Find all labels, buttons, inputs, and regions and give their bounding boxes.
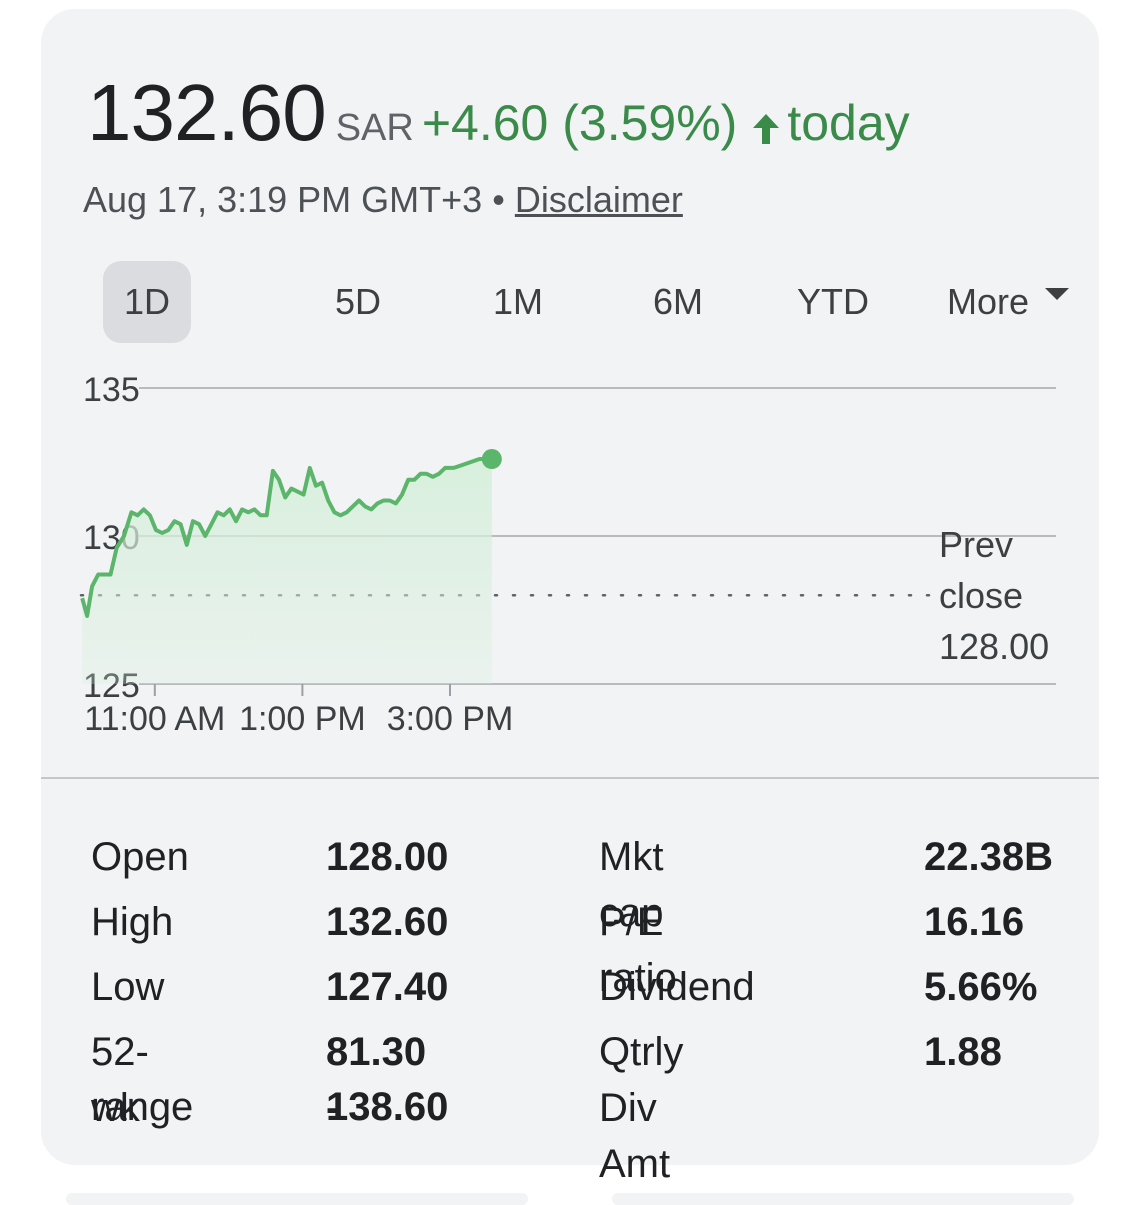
tab-label: YTD bbox=[797, 281, 869, 322]
price-area bbox=[82, 459, 492, 684]
stat-value-low: 127.40 bbox=[326, 965, 449, 1009]
stat-label-dividend: Dividend bbox=[599, 965, 755, 1009]
stat-label-mkt-cap: Mkt cap bbox=[599, 835, 664, 935]
prev-close-label: Prev bbox=[939, 524, 1013, 565]
stat-value-open: 128.00 bbox=[326, 835, 449, 879]
stat-label-52wk-line1: 52-wk bbox=[91, 1030, 149, 1130]
meta-separator: • bbox=[492, 179, 505, 220]
caret-down-icon bbox=[1045, 288, 1070, 301]
stat-value-52wk-line1: 81.30 - bbox=[326, 1030, 427, 1130]
prev-close-label: close bbox=[939, 575, 1023, 616]
price-row: 132.60 SAR +4.60 (3.59%) today bbox=[87, 67, 910, 159]
x-tick-label: 1:00 PM bbox=[239, 700, 366, 738]
stat-value-mkt-cap: 22.38B bbox=[924, 835, 1053, 879]
stat-label-52wk-line2: range bbox=[91, 1085, 194, 1129]
tab-6m[interactable]: 6M bbox=[633, 261, 723, 343]
tab-1m[interactable]: 1M bbox=[473, 261, 563, 343]
stat-value-qtrly-div-amt: 1.88 bbox=[924, 1030, 1002, 1074]
next-card-peek bbox=[612, 1193, 1074, 1205]
prev-close-value: 128.00 bbox=[939, 626, 1049, 667]
last-price-point bbox=[481, 449, 502, 470]
tab-label: 1D bbox=[123, 281, 171, 322]
price-line bbox=[80, 457, 492, 618]
tab-label: More bbox=[946, 281, 1030, 322]
divider bbox=[41, 777, 1099, 779]
tab-label: 5D bbox=[334, 281, 382, 322]
stock-quote-card: 132.60 SAR +4.60 (3.59%) today Aug 17, 3:19… bbox=[41, 9, 1099, 1186]
time-range-tabs: 1D 5D 1M 6M YTD More bbox=[103, 261, 1070, 343]
more-dropdown[interactable]: More bbox=[933, 261, 1083, 343]
disclaimer-link[interactable]: Disclaimer bbox=[514, 179, 683, 220]
stat-value-52wk-line2: 138.60 bbox=[326, 1085, 449, 1129]
stat-label-open: Open bbox=[91, 835, 189, 879]
currency-code: SAR bbox=[335, 107, 414, 149]
stat-label-qtrly-div-amt: Qtrly Div Amt bbox=[599, 1030, 684, 1186]
stat-label-high: High bbox=[91, 900, 174, 944]
stat-value-pe-ratio: 16.16 bbox=[924, 900, 1025, 944]
price-change: +4.60 (3.59%) bbox=[421, 95, 738, 151]
tab-label: 1M bbox=[492, 281, 543, 322]
stat-value-high: 132.60 bbox=[326, 900, 449, 944]
stat-value-dividend: 5.66% bbox=[924, 965, 1038, 1009]
next-card-peek bbox=[66, 1193, 528, 1205]
stat-label-pe-ratio: P/E ratio bbox=[599, 900, 677, 1000]
tab-5d[interactable]: 5D bbox=[313, 261, 403, 343]
current-price: 132.60 bbox=[87, 68, 327, 157]
x-tick-label: 3:00 PM bbox=[387, 700, 514, 738]
change-period: today bbox=[787, 95, 910, 151]
quote-timestamp: Aug 17, 3:19 PM GMT+3 bbox=[83, 179, 483, 220]
quote-timestamp-row: Aug 17, 3:19 PM GMT+3 • Disclaimer bbox=[83, 179, 683, 221]
tab-ytd[interactable]: YTD bbox=[783, 261, 883, 343]
stat-label-low: Low bbox=[91, 965, 165, 1009]
y-tick-label: 135 bbox=[83, 371, 140, 409]
arrow-up-icon bbox=[751, 112, 781, 151]
x-tick-label: 11:00 AM bbox=[84, 700, 225, 738]
tab-1d[interactable]: 1D bbox=[103, 261, 191, 343]
tab-label: 6M bbox=[652, 281, 703, 322]
